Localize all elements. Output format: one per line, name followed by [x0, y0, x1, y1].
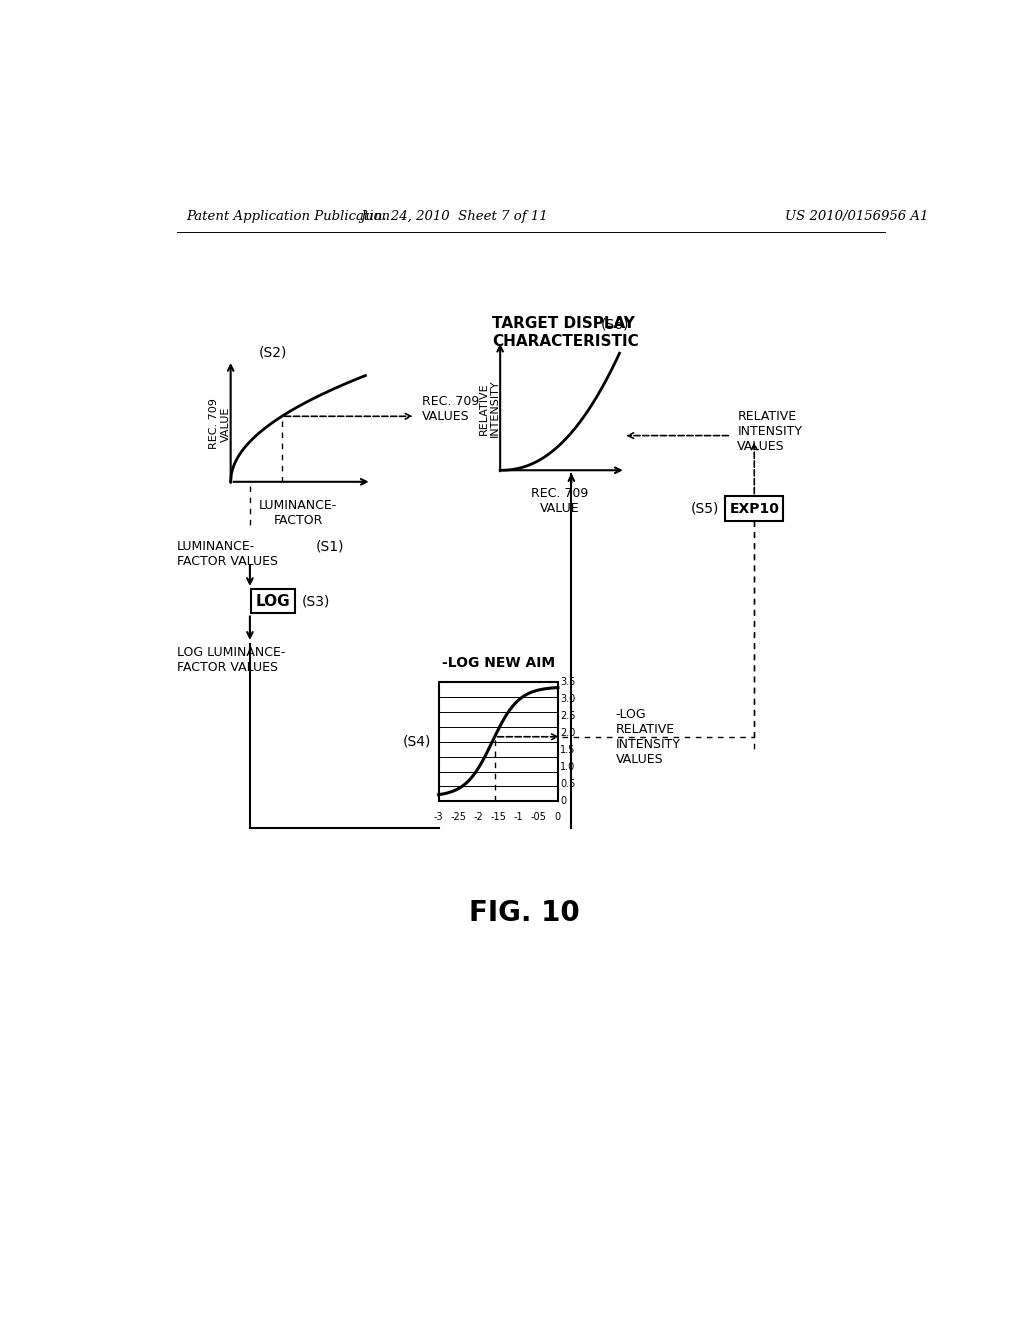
Text: (S6): (S6) [600, 318, 629, 331]
Text: Patent Application Publication: Patent Application Publication [186, 210, 390, 223]
Text: LUMINANCE-
FACTOR: LUMINANCE- FACTOR [259, 499, 337, 527]
Text: 2.5: 2.5 [560, 711, 575, 721]
Text: -LOG NEW AIM: -LOG NEW AIM [441, 656, 555, 671]
Text: (S4): (S4) [402, 735, 431, 748]
Text: -2: -2 [473, 812, 483, 822]
Text: 0: 0 [560, 796, 566, 807]
Text: LOG LUMINANCE-
FACTOR VALUES: LOG LUMINANCE- FACTOR VALUES [177, 645, 285, 673]
Text: 0.5: 0.5 [560, 779, 575, 789]
Text: EXP10: EXP10 [729, 502, 779, 516]
Text: -1: -1 [513, 812, 523, 822]
FancyBboxPatch shape [251, 589, 295, 614]
Text: -25: -25 [451, 812, 467, 822]
Text: REC. 709
VALUE: REC. 709 VALUE [209, 399, 230, 450]
Text: RELATIVE
INTENSITY: RELATIVE INTENSITY [478, 380, 500, 437]
FancyBboxPatch shape [438, 682, 558, 801]
Text: LUMINANCE-
FACTOR VALUES: LUMINANCE- FACTOR VALUES [177, 540, 278, 568]
Text: 0: 0 [555, 812, 561, 822]
Text: -LOG
RELATIVE
INTENSITY
VALUES: -LOG RELATIVE INTENSITY VALUES [615, 708, 681, 766]
Text: 2.0: 2.0 [560, 729, 575, 738]
Text: -15: -15 [490, 812, 506, 822]
Text: RELATIVE
INTENSITY
VALUES: RELATIVE INTENSITY VALUES [737, 411, 803, 453]
Text: REC. 709
VALUE: REC. 709 VALUE [531, 487, 589, 515]
Text: -3: -3 [434, 812, 443, 822]
Text: (S5): (S5) [691, 502, 719, 516]
Text: 3.5: 3.5 [560, 677, 575, 686]
Text: (S2): (S2) [259, 346, 287, 359]
Text: 1.0: 1.0 [560, 762, 575, 772]
Text: FIG. 10: FIG. 10 [469, 899, 581, 927]
Text: (S1): (S1) [315, 540, 344, 553]
Text: LOG: LOG [256, 594, 291, 609]
Text: (S3): (S3) [301, 594, 330, 609]
Text: TARGET DISPLAY
CHARACTERISTIC: TARGET DISPLAY CHARACTERISTIC [493, 317, 639, 348]
Text: US 2010/0156956 A1: US 2010/0156956 A1 [785, 210, 929, 223]
Text: 3.0: 3.0 [560, 694, 575, 704]
FancyBboxPatch shape [725, 496, 783, 521]
Text: Jun. 24, 2010  Sheet 7 of 11: Jun. 24, 2010 Sheet 7 of 11 [360, 210, 548, 223]
Text: 1.5: 1.5 [560, 746, 575, 755]
Text: REC. 709
VALUES: REC. 709 VALUES [422, 395, 479, 422]
Text: -05: -05 [530, 812, 546, 822]
